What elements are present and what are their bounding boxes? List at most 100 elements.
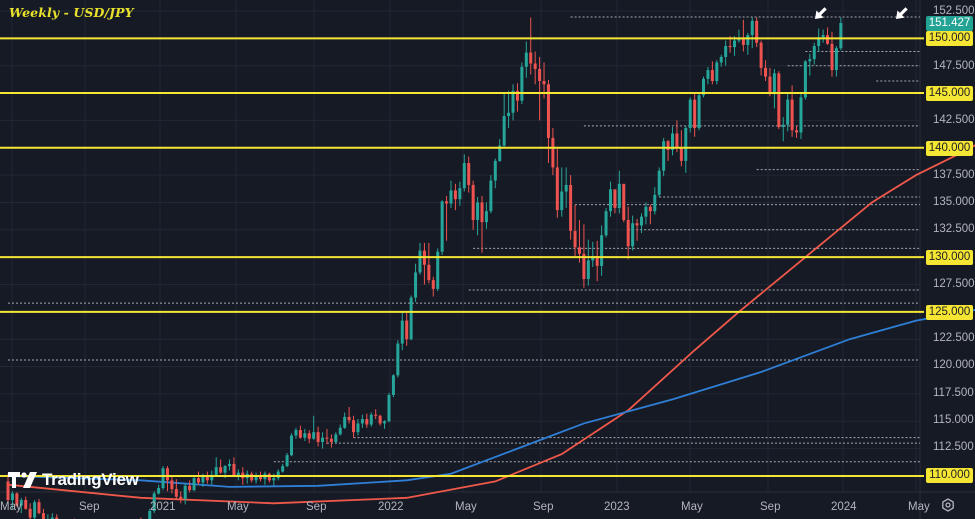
candle-body — [790, 99, 794, 131]
time-axis-label: May — [681, 501, 703, 513]
candle-body — [250, 473, 254, 481]
candle-body — [666, 141, 670, 150]
candle-body — [232, 463, 236, 476]
candle-body — [400, 320, 404, 344]
candle-body — [795, 130, 799, 133]
candle-body — [653, 194, 657, 212]
candle-body — [179, 496, 183, 499]
candle-body — [188, 485, 192, 491]
candle-body — [582, 253, 586, 280]
level-tag-140: 140.000 — [926, 141, 973, 156]
candle-body — [777, 73, 781, 127]
candle-body — [276, 471, 280, 479]
candle-body — [281, 466, 285, 472]
candle-body — [41, 513, 45, 519]
candle-body — [555, 167, 559, 211]
level-tag-125: 125.000 — [926, 305, 973, 320]
candle-body — [622, 183, 626, 220]
candle-body — [617, 183, 621, 208]
time-axis-label: May — [227, 501, 249, 513]
candle-body — [365, 419, 369, 425]
candle-body — [538, 68, 542, 82]
candle-body — [657, 170, 661, 195]
candle-body — [409, 297, 413, 340]
time-axis-label: Sep — [760, 501, 781, 513]
candle-body — [507, 112, 511, 117]
candle-body — [445, 201, 449, 204]
candle-body — [312, 432, 316, 439]
price-axis-label: 127.500 — [933, 278, 975, 290]
candle-body — [170, 480, 174, 490]
candle-body — [746, 35, 750, 45]
gear-icon[interactable] — [941, 498, 955, 512]
candle-body — [418, 250, 422, 273]
candle-body — [462, 163, 466, 189]
candle-body — [174, 489, 178, 497]
candle-body — [697, 95, 701, 129]
candle-body — [334, 434, 338, 443]
candle-body — [303, 433, 307, 438]
chart-title: Weekly - USD/JPY — [9, 5, 134, 20]
price-axis-label: 142.500 — [933, 114, 975, 126]
time-axis-label: May — [908, 501, 930, 513]
price-axis-label: 122.500 — [933, 332, 975, 344]
candle-body — [272, 478, 276, 481]
candle-body — [471, 184, 475, 220]
candle-body — [378, 415, 382, 424]
candle-body — [316, 432, 320, 443]
candle-body — [817, 37, 821, 47]
candle-body — [352, 420, 356, 433]
candle-body — [343, 416, 347, 428]
candle-body — [675, 133, 679, 148]
candle-body — [298, 430, 302, 438]
candle-body — [706, 70, 710, 79]
candle-body — [511, 90, 515, 113]
candle-body — [812, 46, 816, 60]
candle-body — [737, 38, 741, 41]
arrow-annotation-icon — [896, 7, 908, 19]
price-axis-label: 112.500 — [933, 441, 974, 453]
candle-body — [427, 264, 431, 281]
candle-body — [480, 202, 484, 223]
candle-body — [803, 61, 807, 98]
level-tag-130: 130.000 — [926, 250, 973, 265]
candle-body — [148, 510, 152, 519]
price-axis-label: 117.500 — [933, 387, 974, 399]
candle-body — [724, 46, 728, 57]
candle-body — [10, 493, 14, 501]
candle-body — [387, 394, 391, 422]
candle-body — [662, 141, 666, 171]
candle-body — [826, 35, 830, 44]
candle-body — [542, 81, 546, 85]
candle-body — [436, 251, 440, 289]
candle-body — [19, 500, 23, 506]
candle-body — [33, 502, 37, 518]
candle-body — [502, 116, 506, 146]
candle-body — [285, 455, 289, 467]
candle-body — [569, 184, 573, 231]
candle-body — [498, 145, 502, 161]
candle-body — [476, 202, 480, 220]
moving-average-blue — [7, 309, 975, 488]
time-axis-label: 2021 — [150, 501, 176, 513]
candle-body — [781, 124, 785, 127]
candle-body — [157, 487, 161, 494]
candle-body — [821, 35, 825, 38]
time-axis-label: Sep — [533, 501, 554, 513]
arrow-annotation-icon — [815, 7, 827, 19]
price-axis-label: 137.500 — [933, 169, 975, 181]
candle-body — [383, 421, 387, 424]
candle-body — [329, 438, 333, 443]
candle-body — [546, 84, 550, 138]
price-axis-label: 120.000 — [933, 359, 975, 371]
candle-body — [307, 433, 311, 439]
candle-body — [693, 99, 697, 129]
candle-body — [679, 147, 683, 161]
candle-body — [267, 473, 271, 481]
candle-body — [710, 70, 714, 82]
candle-body — [560, 191, 564, 211]
candle-body — [223, 466, 227, 473]
candle-body — [728, 46, 732, 48]
